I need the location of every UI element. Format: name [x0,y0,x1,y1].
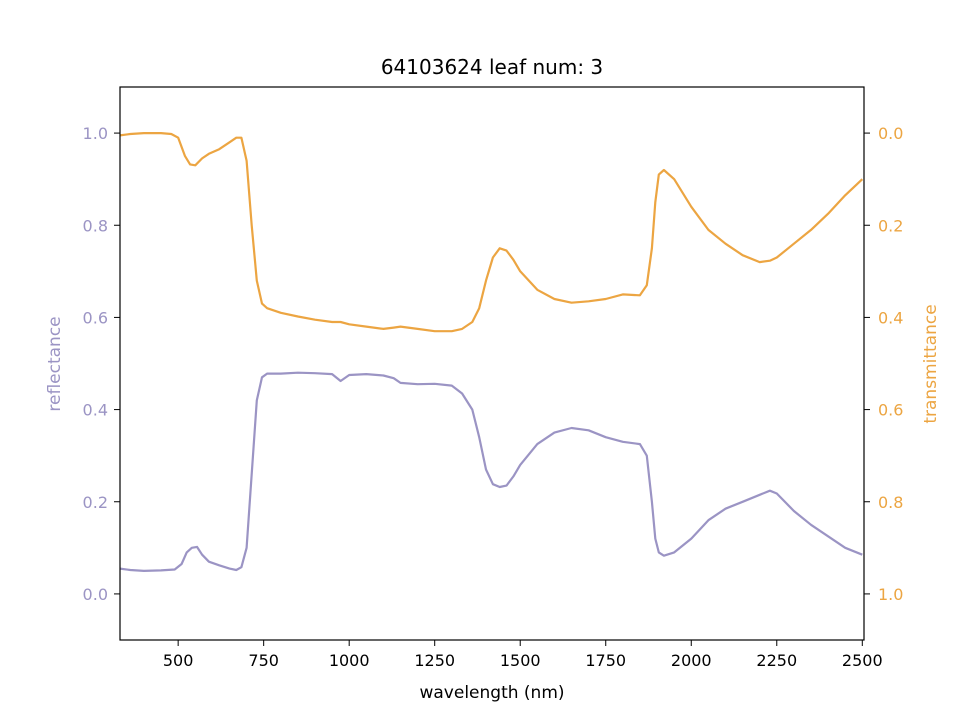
x-tick-label: 2000 [671,651,712,670]
x-tick-label: 2250 [756,651,797,670]
y-tick-label-left: 0.2 [83,493,108,512]
plot-frame [119,86,865,641]
y-axis-label-right: transmittance [921,304,941,423]
series-line-transmittance [119,132,864,333]
axis-ticks: 500 750 1000 1250 1500 1750 2000 2250 2500 0.0 0.2… [83,124,904,670]
y-tick-label-left: 0.8 [83,216,108,235]
series-line-reflectance [119,371,863,573]
x-tick-label: 2500 [842,651,883,670]
y-tick-label-right: 0.8 [878,493,903,512]
x-tick-label: 500 [163,651,194,670]
y-tick-label-left: 0.6 [83,308,108,327]
y-tick-label-right: 0.4 [878,308,903,327]
y-tick-label-right: 1.0 [878,585,903,604]
y-tick-label-right: 0.2 [878,216,903,235]
y-tick-label-right: 0.6 [878,401,903,420]
y-tick-label-left: 1.0 [83,124,108,143]
x-tick-label: 1750 [585,651,626,670]
y-tick-label-right: 0.0 [878,124,903,143]
x-tick-label: 1000 [329,651,370,670]
plot-area [119,132,864,573]
y-tick-label-left: 0.0 [83,585,108,604]
y-tick-label-left: 0.4 [83,401,108,420]
x-tick-label: 1500 [500,651,541,670]
x-axis-label: wavelength (nm) [419,683,564,703]
x-tick-label: 1250 [414,651,455,670]
chart-title: 64103624 leaf num: 3 [381,55,603,79]
y-axis-label-left: reflectance [45,316,65,411]
x-tick-label: 750 [248,651,279,670]
